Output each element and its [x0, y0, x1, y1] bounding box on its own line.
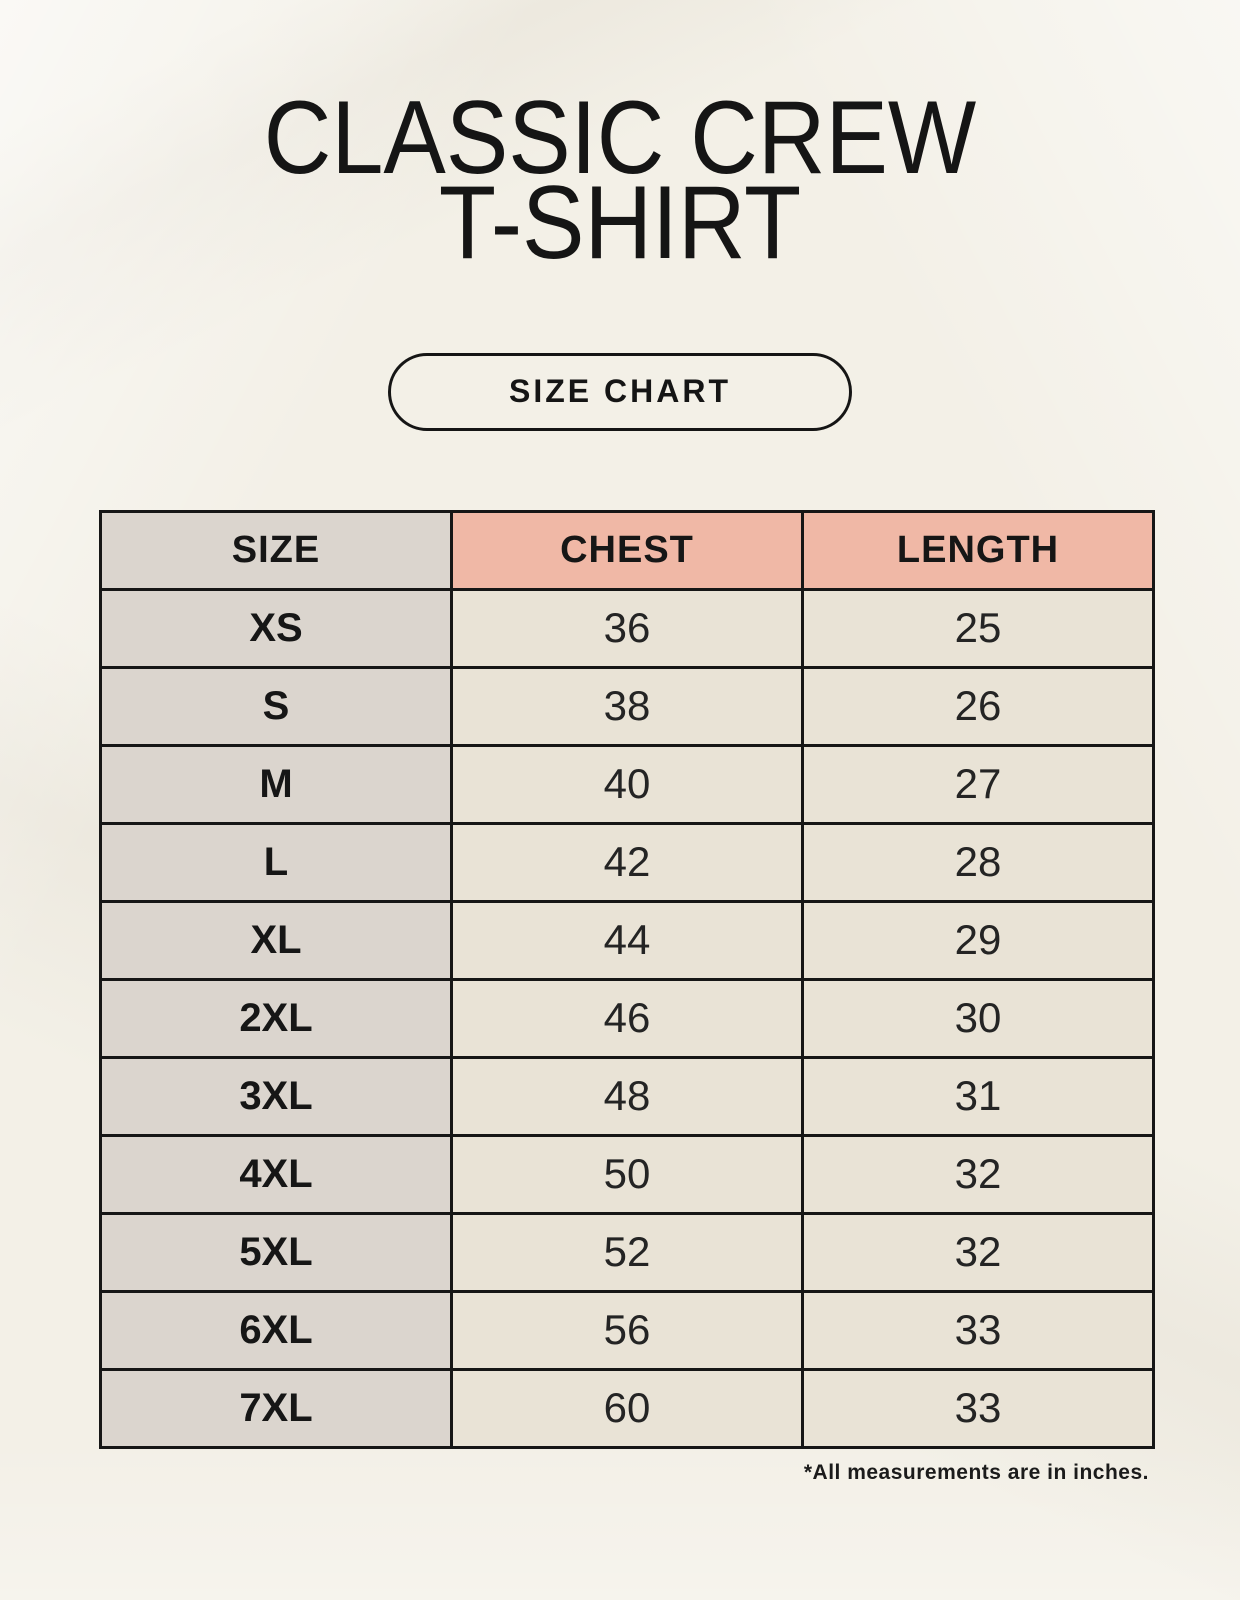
size-label: 4XL [99, 1133, 453, 1215]
size-label: XS [99, 587, 453, 669]
table-row: 7XL 60 33 [99, 1367, 1155, 1449]
table-row: XS 36 25 [99, 587, 1155, 669]
chest-value: 42 [450, 821, 804, 903]
size-label: 7XL [99, 1367, 453, 1449]
chest-value: 44 [450, 899, 804, 981]
size-label: L [99, 821, 453, 903]
table-row: 2XL 46 30 [99, 977, 1155, 1059]
page-title-line-1: CLASSIC CREW [263, 80, 977, 196]
column-header-size: SIZE [99, 509, 453, 591]
length-value: 27 [801, 743, 1155, 825]
table-row: 6XL 56 33 [99, 1289, 1155, 1371]
size-chart-badge: SIZE CHART [388, 352, 852, 431]
measurements-footnote: *All measurements are in inches. [803, 1460, 1149, 1484]
page-title: CLASSIC CREW T-SHIRT [0, 0, 1240, 282]
size-table: SIZE CHEST LENGTH XS 36 25 S 38 26 M 40 27 L 42 28 XL 4… [99, 509, 1155, 1449]
length-value: 32 [801, 1133, 1155, 1215]
chest-value: 40 [450, 743, 804, 825]
chest-value: 38 [450, 665, 804, 747]
length-value: 29 [801, 899, 1155, 981]
size-label: 5XL [99, 1211, 453, 1293]
length-value: 33 [801, 1289, 1155, 1371]
size-label: S [99, 665, 453, 747]
chest-value: 50 [450, 1133, 804, 1215]
length-value: 26 [801, 665, 1155, 747]
table-row: 3XL 48 31 [99, 1055, 1155, 1137]
table-row: S 38 26 [99, 665, 1155, 747]
chest-value: 48 [450, 1055, 804, 1137]
chest-value: 52 [450, 1211, 804, 1293]
length-value: 30 [801, 977, 1155, 1059]
length-value: 25 [801, 587, 1155, 669]
size-table-header-row: SIZE CHEST LENGTH [99, 509, 1155, 591]
chest-value: 56 [450, 1289, 804, 1371]
table-row: L 42 28 [99, 821, 1155, 903]
size-label: M [99, 743, 453, 825]
chest-value: 36 [450, 587, 804, 669]
page-title-line-2: T-SHIRT [438, 165, 802, 282]
size-label: 2XL [99, 977, 453, 1059]
table-row: 5XL 52 32 [99, 1211, 1155, 1293]
size-chart-page: CLASSIC CREW T-SHIRT SIZE CHART SIZE CHES… [0, 0, 1240, 1484]
table-row: 4XL 50 32 [99, 1133, 1155, 1215]
column-header-length: LENGTH [801, 509, 1155, 591]
length-value: 33 [801, 1367, 1155, 1449]
size-chart-badge-label: SIZE CHART [509, 373, 731, 410]
length-value: 31 [801, 1055, 1155, 1137]
length-value: 32 [801, 1211, 1155, 1293]
size-label: 6XL [99, 1289, 453, 1371]
size-table-head: SIZE CHEST LENGTH [99, 509, 1155, 591]
chest-value: 46 [450, 977, 804, 1059]
size-table-body: XS 36 25 S 38 26 M 40 27 L 42 28 XL 44 29 2XL 46 30 3XL 48 3… [99, 587, 1155, 1449]
column-header-chest: CHEST [450, 509, 804, 591]
size-label: 3XL [99, 1055, 453, 1137]
table-row: M 40 27 [99, 743, 1155, 825]
table-row: XL 44 29 [99, 899, 1155, 981]
length-value: 28 [801, 821, 1155, 903]
size-label: XL [99, 899, 453, 981]
chest-value: 60 [450, 1367, 804, 1449]
